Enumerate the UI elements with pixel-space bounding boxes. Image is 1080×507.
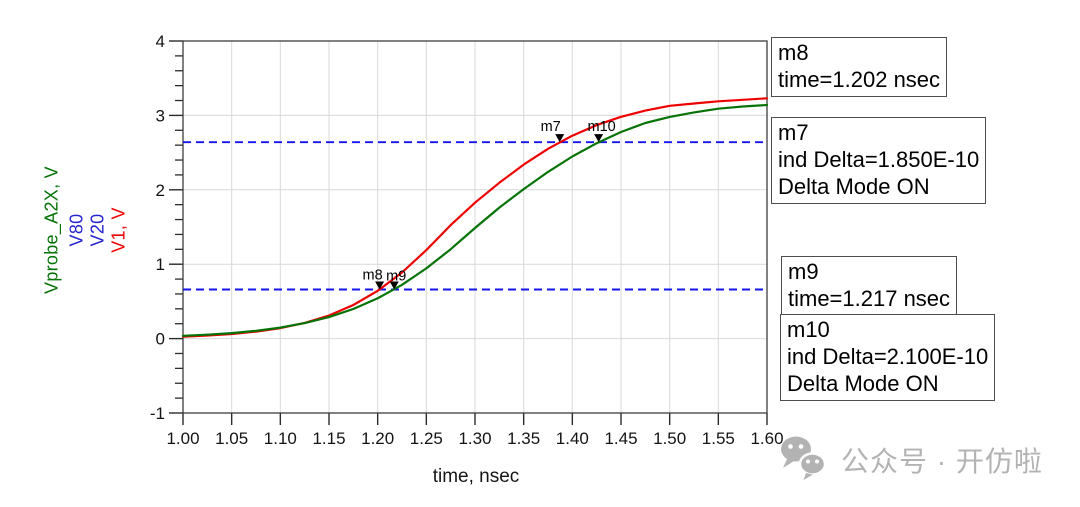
- y-axis-label-v1: V1, V: [108, 207, 129, 253]
- x-tick-label: 1.50: [653, 429, 686, 448]
- x-tick-label: 1.30: [458, 429, 491, 448]
- marker-m8[interactable]: [375, 281, 385, 290]
- y-axis-label-vprobe-a2x: Vprobe_A2X, V: [41, 166, 62, 294]
- watermark: 公众号 · 开仿啦: [777, 434, 1043, 486]
- x-tick-label: 1.60: [750, 429, 783, 448]
- x-tick-label: 1.45: [604, 429, 637, 448]
- marker-label-m8: m8: [363, 267, 383, 283]
- y-tick-label: -1: [150, 404, 165, 423]
- plot-border: [182, 40, 768, 414]
- y-axis-label-v20: V20: [87, 213, 108, 247]
- x-tick-label: 1.00: [166, 429, 199, 448]
- y-tick-label: 0: [156, 330, 165, 349]
- x-axis-label: time, nsec: [432, 466, 520, 487]
- wechat-icon: [781, 436, 827, 480]
- x-tick-label: 1.40: [556, 429, 589, 448]
- marker-readout-title: m8: [778, 40, 809, 65]
- marker-label-m9: m9: [386, 268, 406, 284]
- y-tick-label: 2: [156, 181, 165, 200]
- marker-readout-m8[interactable]: m8 time=1.202 nsec: [771, 37, 948, 97]
- x-tick-label: 1.55: [702, 429, 735, 448]
- y-tick-label: 3: [156, 106, 165, 125]
- y-tick-label: 1: [156, 255, 165, 274]
- marker-readout-value: ind Delta=1.850E-10: [778, 147, 980, 172]
- marker-readout-mode: Delta Mode ON: [778, 174, 930, 199]
- marker-m10[interactable]: [594, 134, 604, 143]
- watermark-text: 公众号 · 开仿啦: [841, 446, 1043, 477]
- marker-readout-title: m7: [778, 120, 809, 145]
- marker-readout-value: time=1.202 nsec: [778, 67, 941, 92]
- curve-vprobe_a2x[interactable]: [181, 103, 769, 337]
- marker-readout-mode: Delta Mode ON: [787, 371, 939, 396]
- marker-readout-title: m10: [787, 317, 830, 342]
- marker-label-m7: m7: [541, 119, 561, 135]
- x-tick-label: 1.20: [361, 429, 394, 448]
- x-tick-label: 1.35: [507, 429, 540, 448]
- marker-readout-value: ind Delta=2.100E-10: [787, 344, 989, 369]
- x-tick-label: 1.15: [312, 429, 345, 448]
- marker-m9[interactable]: [389, 281, 399, 290]
- x-tick-label: 1.10: [264, 429, 297, 448]
- marker-label-m10: m10: [588, 119, 616, 135]
- y-axis-label-v80: V80: [66, 213, 87, 247]
- marker-readout-title: m9: [788, 259, 819, 284]
- marker-readout-m10[interactable]: m10 ind Delta=2.100E-10 Delta Mode ON: [780, 314, 996, 401]
- x-tick-label: 1.05: [215, 429, 248, 448]
- marker-readout-m9[interactable]: m9 time=1.217 nsec: [781, 256, 958, 316]
- marker-readout-value: time=1.217 nsec: [788, 286, 951, 311]
- y-tick-label: 4: [156, 32, 165, 51]
- marker-readout-m7[interactable]: m7 ind Delta=1.850E-10 Delta Mode ON: [771, 117, 987, 204]
- x-tick-label: 1.25: [410, 429, 443, 448]
- marker-m7[interactable]: [555, 134, 565, 143]
